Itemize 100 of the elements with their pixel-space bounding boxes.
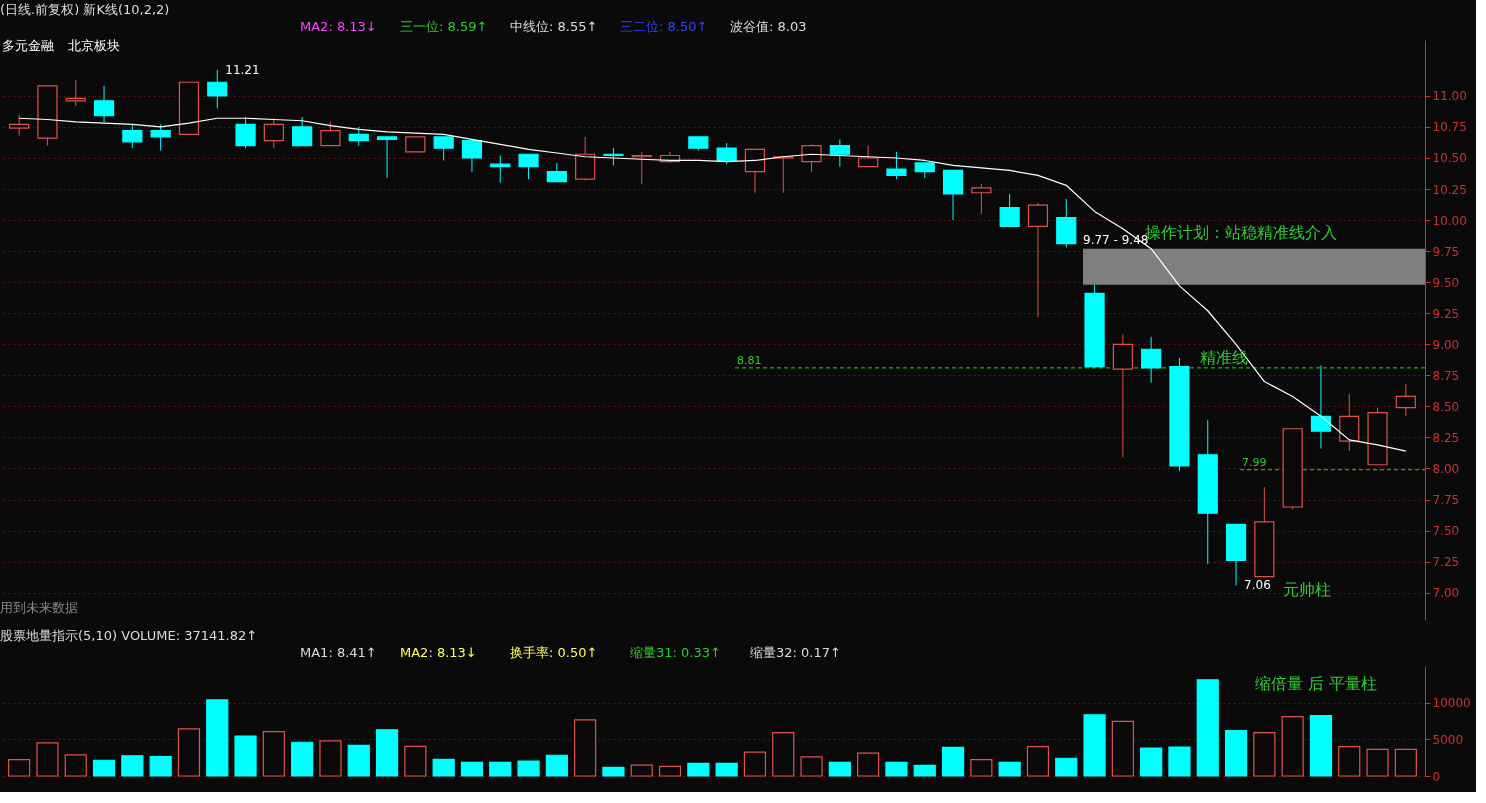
annotation: 7.06 (1244, 578, 1271, 593)
ref-line-label: 7.99 (1242, 455, 1267, 469)
bar (489, 761, 512, 777)
candlestick (9, 114, 30, 137)
bar (1253, 731, 1276, 777)
bar (319, 740, 342, 777)
annotation: 11.21 (225, 62, 260, 77)
y-tick-label: 7.00 (1432, 586, 1460, 601)
candlestick (376, 136, 398, 179)
bar (262, 731, 285, 777)
bar (828, 761, 851, 777)
text: 三一位: 8.59↑ (400, 19, 488, 34)
candlestick (235, 116, 256, 149)
bar (658, 765, 682, 777)
bar (970, 759, 993, 777)
bar (743, 751, 767, 777)
candlestick (292, 116, 313, 147)
text: 三二位: 8.50↑ (620, 19, 708, 34)
bar (998, 761, 1021, 777)
candlestick (263, 117, 284, 149)
candlestick (999, 193, 1020, 227)
bar (347, 744, 370, 777)
text: 缩量32: 0.17↑ (750, 645, 841, 660)
bar (857, 752, 880, 777)
bar (404, 745, 427, 777)
y-tick-label: 0 (1432, 769, 1441, 784)
annotation: 精准线 (1200, 348, 1248, 367)
bar (121, 755, 144, 777)
bar (687, 762, 710, 777)
candlestick (858, 145, 879, 168)
candlestick (65, 79, 86, 107)
y-tick-label: 10.75 (1432, 120, 1467, 135)
candlestick (744, 148, 766, 194)
bar (92, 759, 116, 777)
candlestick (971, 183, 992, 215)
y-tick-label: 11.00 (1432, 89, 1467, 104)
text: MA2: 8.13↓ (400, 645, 477, 660)
bar (800, 756, 823, 777)
text: 波谷值: 8.03 (730, 19, 807, 34)
y-tick-label: 9.25 (1432, 306, 1460, 321)
y-tick-label: 8.25 (1432, 430, 1460, 445)
annotation: 用到未来数据 (0, 600, 78, 615)
bar (460, 761, 484, 777)
bar (1083, 714, 1106, 777)
bar (149, 755, 172, 777)
bar (64, 754, 87, 777)
bar (1026, 745, 1050, 777)
bar (1168, 746, 1191, 777)
bar (715, 762, 738, 777)
candlestick (150, 123, 171, 152)
candlestick (1027, 202, 1049, 318)
bar (1140, 747, 1163, 777)
bar (1366, 748, 1389, 777)
y-tick-label: 9.75 (1432, 244, 1460, 259)
y-tick-label: 10.50 (1432, 151, 1467, 166)
bar (375, 729, 399, 777)
y-tick-label: 10.00 (1432, 213, 1467, 228)
bar (574, 719, 597, 777)
bar (36, 742, 59, 777)
y-tick-label: 9.00 (1432, 337, 1460, 352)
bar (913, 764, 936, 777)
bar (941, 746, 965, 777)
bar (1111, 720, 1134, 777)
bar (1055, 757, 1078, 777)
y-tick-label: 8.50 (1432, 399, 1460, 414)
candlestick (829, 138, 850, 168)
y-tick-label: 10.25 (1432, 182, 1467, 197)
bar (885, 761, 908, 777)
annotation: 缩倍量 后 平量柱 (1255, 674, 1378, 693)
candlestick (433, 136, 454, 161)
bar (1196, 679, 1219, 777)
y-tick-label: 8.75 (1432, 368, 1460, 383)
bar (1224, 730, 1248, 777)
candlestick (122, 123, 143, 149)
text: 缩量31: 0.33↑ (630, 645, 721, 660)
bar (291, 741, 314, 777)
candlestick (320, 121, 341, 147)
candlestick (1310, 364, 1332, 450)
y-tick-label: 5000 (1432, 732, 1464, 747)
bar (8, 759, 31, 777)
bar (545, 754, 568, 777)
candlestick (348, 126, 369, 147)
bar (630, 764, 653, 777)
bar (1281, 716, 1304, 777)
y-tick-label: 7.50 (1432, 524, 1460, 539)
candlestick (801, 143, 822, 173)
text: MA2: 8.13↓ (300, 19, 377, 34)
text: MA1: 8.41↑ (300, 645, 377, 660)
y-tick-label: 7.25 (1432, 555, 1460, 570)
candlestick (716, 142, 737, 165)
text: 换手率: 0.50↑ (510, 645, 598, 660)
bar (1338, 745, 1361, 777)
candlestick (518, 153, 539, 180)
ref-line-label: 8.81 (737, 353, 762, 367)
bar (772, 731, 795, 777)
candlestick (207, 69, 228, 109)
y-tick-label: 9.50 (1432, 275, 1460, 290)
candlestick (461, 140, 483, 173)
candlestick (546, 162, 567, 183)
bar (1309, 715, 1333, 777)
